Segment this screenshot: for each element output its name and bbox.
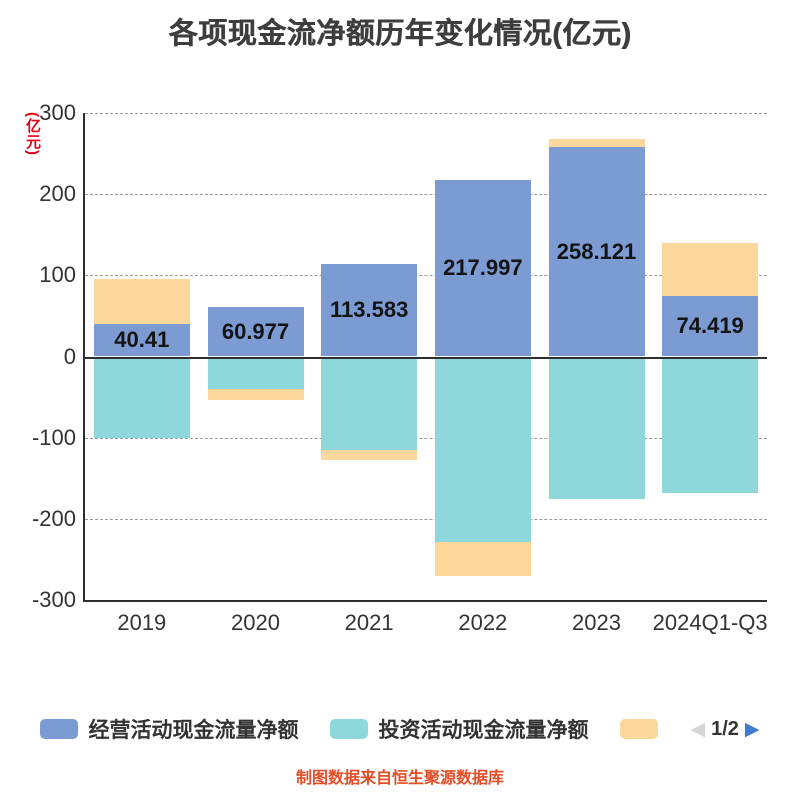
bar-segment xyxy=(207,307,304,357)
x-tick-label: 2023 xyxy=(572,610,621,635)
grid-line xyxy=(85,437,767,439)
legend-item[interactable]: 投资活动现金流量净额 xyxy=(330,714,588,744)
bar-value-label: 60.977 xyxy=(221,318,290,344)
legend-next-icon[interactable]: ▶ xyxy=(744,718,760,740)
bar-segment xyxy=(93,279,190,324)
bar-segment xyxy=(662,296,759,357)
bar-segment xyxy=(434,356,531,542)
bar-segment xyxy=(93,323,190,357)
legend-item[interactable]: 经营活动现金流量净额 xyxy=(40,714,298,744)
bar-value-label: 217.997 xyxy=(443,255,523,281)
y-tick-label: 100 xyxy=(39,262,76,288)
x-tick-label: 2024Q1-Q3 xyxy=(652,610,768,635)
legend-swatch xyxy=(330,719,369,739)
bar-segment xyxy=(207,356,304,389)
bar-segment xyxy=(548,138,645,147)
legend-label: 投资活动现金流量净额 xyxy=(378,719,589,742)
y-axis-ticks: 300 200 100 0 -100 -200 -300 xyxy=(0,0,76,700)
y-tick-label: -100 xyxy=(31,424,76,450)
y-tick-label: -300 xyxy=(31,587,76,612)
bar-segment xyxy=(662,356,759,493)
y-tick-label: 200 xyxy=(39,181,76,207)
bar-segment xyxy=(434,179,531,357)
x-tick-label: 2019 xyxy=(117,610,167,635)
bar-segment xyxy=(548,146,645,357)
bar-segment xyxy=(321,356,418,450)
bar-value-label: 74.419 xyxy=(676,313,744,339)
grid-line xyxy=(85,194,767,196)
grid-line xyxy=(85,518,767,520)
bar-segment xyxy=(321,449,418,460)
bar-segment xyxy=(548,356,645,499)
plot-area: 40.41 60.977 113.583 217.997 258.121 74.419 xyxy=(85,113,767,602)
bar-value-label: 40.41 xyxy=(114,327,170,353)
legend-label: 经营活动现金流量净额 xyxy=(88,719,299,742)
bar-segment xyxy=(207,388,304,400)
bar-value-label: 258.121 xyxy=(556,238,637,264)
y-axis-line xyxy=(83,113,85,602)
grid-line xyxy=(85,356,767,359)
legend-prev-icon[interactable]: ◀ xyxy=(690,718,706,740)
chart-title: 各项现金流净额历年变化情况(亿元) xyxy=(168,18,632,50)
footer-note: 制图数据来自恒生聚源数据库 xyxy=(295,770,504,787)
bar-segment xyxy=(321,264,418,357)
x-tick-label: 2021 xyxy=(344,610,394,635)
legend-pager-text: 1/2 xyxy=(711,717,739,740)
bar-value-label: 113.583 xyxy=(330,297,409,323)
x-tick-label: 2022 xyxy=(458,610,508,635)
bar-segment xyxy=(434,541,531,576)
y-tick-label: 0 xyxy=(63,343,76,369)
bar-segment xyxy=(93,356,190,438)
bar-segment xyxy=(662,243,759,297)
legend-item[interactable] xyxy=(620,719,659,739)
grid-line xyxy=(85,275,767,277)
legend: 经营活动现金流量净额 投资活动现金流量净额 ◀ 1/2 ▶ xyxy=(0,714,800,744)
legend-pager: ◀ 1/2 ▶ xyxy=(690,718,759,741)
legend-swatch xyxy=(40,719,79,739)
x-tick-label: 2020 xyxy=(231,610,280,635)
legend-swatch xyxy=(620,719,659,739)
grid-line xyxy=(85,600,767,602)
grid-line xyxy=(85,113,767,114)
y-tick-label: -200 xyxy=(31,505,76,531)
y-axis-unit-label: (亿元) xyxy=(24,112,41,156)
